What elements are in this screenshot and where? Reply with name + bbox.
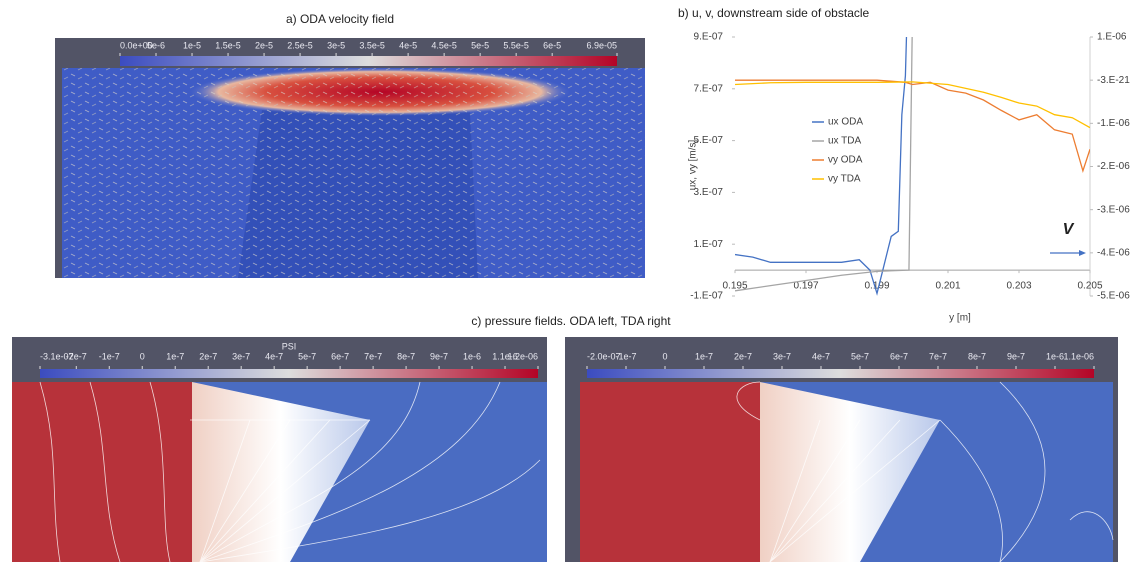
- annotation: V: [1063, 221, 1075, 238]
- y2-tick-label: 1.E-06: [1097, 32, 1127, 43]
- colorbar-tick-label: 6e-7: [890, 351, 908, 361]
- colorbar-tick-label: 3.5e-5: [359, 40, 385, 50]
- page: a) ODA velocity field 0.0e+005e-61e-51.5…: [0, 0, 1143, 562]
- colorbar-tick-label: 9e-7: [1007, 351, 1025, 361]
- y-tick-label: 7.E-07: [694, 83, 724, 94]
- y-tick-label: -1.E-07: [690, 291, 723, 302]
- colorbar-tick-label: 3e-7: [773, 351, 791, 361]
- colorbar-tick-label: 1e-6: [1046, 351, 1064, 361]
- colorbar-tick-label: 5e-7: [298, 351, 316, 361]
- y2-tick-label: -4.E-06: [1097, 247, 1130, 258]
- panel-c-title: c) pressure fields. ODA left, TDA right: [471, 314, 671, 328]
- colorbar-gradient: [40, 369, 538, 378]
- annotation-arrowhead: [1079, 250, 1086, 256]
- colorbar-tick-label: 9e-7: [430, 351, 448, 361]
- y-tick-label: 1.E-07: [694, 239, 724, 250]
- y2-tick-label: -3.E-06: [1097, 204, 1130, 215]
- colorbar-label: PSI: [282, 341, 297, 351]
- plot-area: [735, 11, 1090, 293]
- colorbar-tick-label: 4e-5: [399, 40, 417, 50]
- chart-title: b) u, v, downstream side of obstacle: [678, 6, 870, 20]
- panel-a-title: a) ODA velocity field: [286, 12, 394, 26]
- colorbar-gradient: [120, 56, 617, 66]
- colorbar-tick-label: 5e-6: [147, 40, 165, 50]
- y-tick-label: 3.E-07: [694, 187, 724, 198]
- high-pressure-left: [12, 382, 192, 562]
- colorbar-tick-label: 4e-7: [812, 351, 830, 361]
- y2-tick-label: -2.E-06: [1097, 161, 1130, 172]
- colorbar-tick-label: 5e-5: [471, 40, 489, 50]
- x-tick-label: 0.201: [935, 281, 960, 292]
- legend-label: ux TDA: [828, 136, 861, 147]
- colorbar-tick-label: 6.9e-05: [586, 40, 617, 50]
- colorbar-tick-label: 1e-6: [463, 351, 481, 361]
- y2-tick-label: -3.E-21: [1097, 75, 1130, 86]
- colorbar-tick-label: 5.5e-5: [503, 40, 529, 50]
- y-tick-label: 5.E-07: [694, 135, 724, 146]
- colorbar-tick-label: 1.5e-5: [215, 40, 241, 50]
- colorbar-tick-label: 1e-5: [183, 40, 201, 50]
- y-axis-label: ux, vy [m/s]: [688, 139, 699, 190]
- colorbar-tick-label: 6e-5: [543, 40, 561, 50]
- colorbar-tick-label: 1e-7: [695, 351, 713, 361]
- colorbar-tick-label: -1e-7: [99, 351, 120, 361]
- figure: a) ODA velocity field 0.0e+005e-61e-51.5…: [0, 0, 1143, 562]
- line-chart: b) u, v, downstream side of obstacle y […: [678, 6, 1130, 323]
- colorbar-tick-label: 7e-7: [364, 351, 382, 361]
- velocity-arrows: [62, 68, 645, 278]
- colorbar-tick-label: 1.1e-06: [1063, 351, 1094, 361]
- colorbar-tick-label: 4.5e-5: [431, 40, 457, 50]
- colorbar-tick-label: 8e-7: [968, 351, 986, 361]
- high-pressure-right: [580, 382, 760, 562]
- x-axis-label: y [m]: [949, 313, 971, 324]
- y-tick-label: 9.E-07: [694, 32, 724, 43]
- colorbar-tick-label: 1e-7: [166, 351, 184, 361]
- series-line: [735, 82, 1090, 128]
- series-line: [735, 11, 907, 293]
- colorbar-tick-label: 8e-7: [397, 351, 415, 361]
- colorbar-tick-label: -1e-7: [615, 351, 636, 361]
- colorbar-tick-label: 2e-7: [199, 351, 217, 361]
- colorbar-tick-label: 1.2e-06: [507, 351, 538, 361]
- colorbar-tick-label: 3e-5: [327, 40, 345, 50]
- y2-tick-label: -5.E-06: [1097, 291, 1130, 302]
- colorbar-tick-label: 4e-7: [265, 351, 283, 361]
- legend-label: vy TDA: [828, 174, 861, 185]
- colorbar-tick-label: 7e-7: [929, 351, 947, 361]
- legend-label: vy ODA: [828, 155, 863, 166]
- colorbar-gradient: [587, 369, 1094, 378]
- colorbar-tick-label: 3e-7: [232, 351, 250, 361]
- colorbar-tick-label: 2.5e-5: [287, 40, 313, 50]
- colorbar-tick-label: 6e-7: [331, 351, 349, 361]
- legend-label: ux ODA: [828, 117, 863, 128]
- colorbar-tick-label: 0: [662, 351, 667, 361]
- colorbar-tick-label: 2e-7: [734, 351, 752, 361]
- series-line: [735, 11, 913, 291]
- colorbar-tick-label: 0: [140, 351, 145, 361]
- x-tick-label: 0.205: [1077, 281, 1102, 292]
- colorbar-tick-label: 5e-7: [851, 351, 869, 361]
- y2-tick-label: -1.E-06: [1097, 118, 1130, 129]
- colorbar-tick-label: -2e-7: [66, 351, 87, 361]
- colorbar-tick-label: 2e-5: [255, 40, 273, 50]
- series-line: [735, 80, 1090, 171]
- x-tick-label: 0.203: [1006, 281, 1031, 292]
